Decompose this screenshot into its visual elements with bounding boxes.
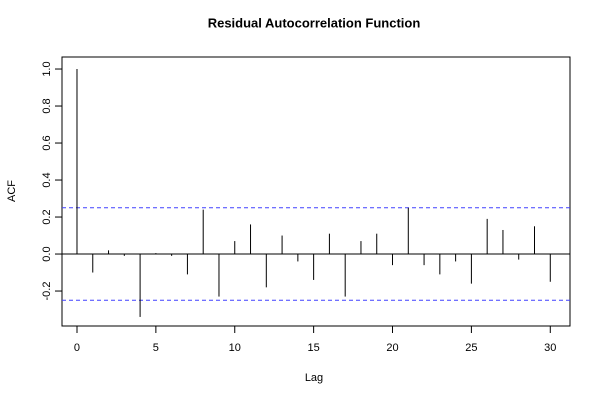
plot-box	[61, 56, 571, 327]
x-tick-label: 0	[74, 342, 80, 354]
x-tick-label: 10	[229, 342, 241, 354]
x-tick-label: 20	[386, 342, 398, 354]
chart-title: Residual Autocorrelation Function	[208, 15, 421, 30]
x-tick-label: 30	[544, 342, 556, 354]
y-tick-label: 0.2	[41, 209, 53, 224]
x-axis-label: Lag	[305, 372, 323, 384]
y-tick-label: 0.4	[41, 172, 53, 187]
y-tick-label: 0.6	[41, 135, 53, 150]
y-tick-label: 1.0	[41, 61, 53, 76]
x-tick-label: 15	[308, 342, 320, 354]
x-tick-label: 5	[153, 342, 159, 354]
y-tick-label: -0.2	[41, 282, 53, 301]
y-tick-label: 0.8	[41, 98, 53, 113]
y-tick-label: 0.0	[41, 246, 53, 261]
x-tick-label: 25	[465, 342, 477, 354]
y-axis-label: ACF	[6, 180, 18, 202]
